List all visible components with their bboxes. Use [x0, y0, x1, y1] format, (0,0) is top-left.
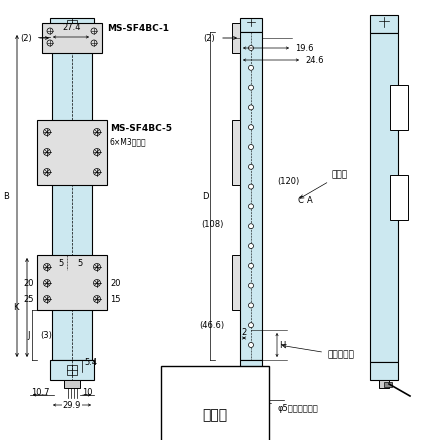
Circle shape [249, 65, 254, 70]
Text: 5.4: 5.4 [84, 357, 97, 367]
Bar [390, 85, 408, 130]
Circle shape [249, 125, 254, 130]
Circle shape [249, 144, 254, 150]
Bar [390, 175, 408, 220]
Circle shape [249, 283, 254, 288]
Bar [52, 32, 92, 360]
Text: 投光器: 投光器 [203, 408, 227, 422]
Text: 21.6: 21.6 [216, 406, 235, 414]
Circle shape [249, 224, 254, 229]
Text: H: H [279, 341, 286, 349]
Circle shape [249, 105, 254, 110]
Text: (3): (3) [40, 330, 52, 340]
Circle shape [249, 303, 254, 308]
Text: 5: 5 [77, 259, 82, 268]
Bar [232, 255, 240, 310]
Text: G: G [202, 366, 208, 374]
Text: 光軸ピッチ: 光軸ピッチ [283, 345, 354, 359]
Text: 検出幅: 検出幅 [300, 171, 348, 198]
Text: (120): (120) [277, 177, 299, 186]
Circle shape [249, 323, 254, 328]
Bar [67, 20, 77, 30]
Bar [370, 362, 398, 380]
Text: MS-SF4BC-1: MS-SF4BC-1 [107, 23, 169, 33]
Bar [240, 360, 262, 380]
Bar [64, 380, 80, 388]
Text: 6×M3サラ穴: 6×M3サラ穴 [110, 137, 147, 147]
Text: (46.6): (46.6) [200, 320, 224, 330]
Text: (2): (2) [20, 33, 32, 43]
Text: MS-SF4BC-5: MS-SF4BC-5 [110, 124, 172, 132]
Bar [370, 15, 398, 33]
Text: D: D [202, 191, 208, 201]
Circle shape [249, 184, 254, 189]
Bar [232, 120, 240, 185]
Circle shape [249, 263, 254, 268]
Bar [37, 120, 107, 185]
Text: 5: 5 [59, 259, 64, 268]
Bar [370, 33, 398, 362]
Bar [232, 23, 240, 53]
Circle shape [249, 243, 254, 249]
Bar [42, 23, 102, 53]
Text: A: A [307, 195, 313, 205]
Text: 11.8: 11.8 [216, 396, 235, 404]
Bar [243, 380, 259, 390]
Text: 2: 2 [241, 327, 247, 337]
Text: φ5灰色ケーブル: φ5灰色ケーブル [255, 400, 318, 413]
Bar [379, 380, 389, 388]
Bar [50, 360, 94, 380]
Circle shape [249, 45, 254, 51]
Text: 10: 10 [82, 388, 92, 396]
Text: J: J [28, 330, 30, 340]
Bar [240, 32, 262, 360]
Bar [240, 18, 262, 32]
Text: 19.6: 19.6 [295, 44, 313, 52]
Text: K: K [13, 303, 19, 312]
Text: (2): (2) [203, 33, 215, 43]
Bar [67, 365, 77, 375]
Bar [50, 18, 94, 32]
Text: 10.7: 10.7 [31, 388, 49, 396]
Text: 20: 20 [110, 279, 120, 287]
Bar [384, 382, 392, 387]
Text: C: C [297, 195, 303, 205]
Text: 27.4: 27.4 [63, 23, 81, 32]
Text: 20: 20 [24, 279, 34, 287]
Circle shape [249, 204, 254, 209]
Text: B: B [3, 191, 9, 201]
Text: 24.6: 24.6 [305, 55, 323, 65]
Circle shape [249, 164, 254, 169]
Bar [37, 255, 107, 310]
Text: 15: 15 [110, 294, 120, 304]
Circle shape [249, 342, 254, 348]
Text: (108): (108) [201, 220, 223, 228]
Circle shape [249, 85, 254, 90]
Text: 29.9: 29.9 [63, 400, 81, 410]
Text: 25: 25 [24, 294, 34, 304]
